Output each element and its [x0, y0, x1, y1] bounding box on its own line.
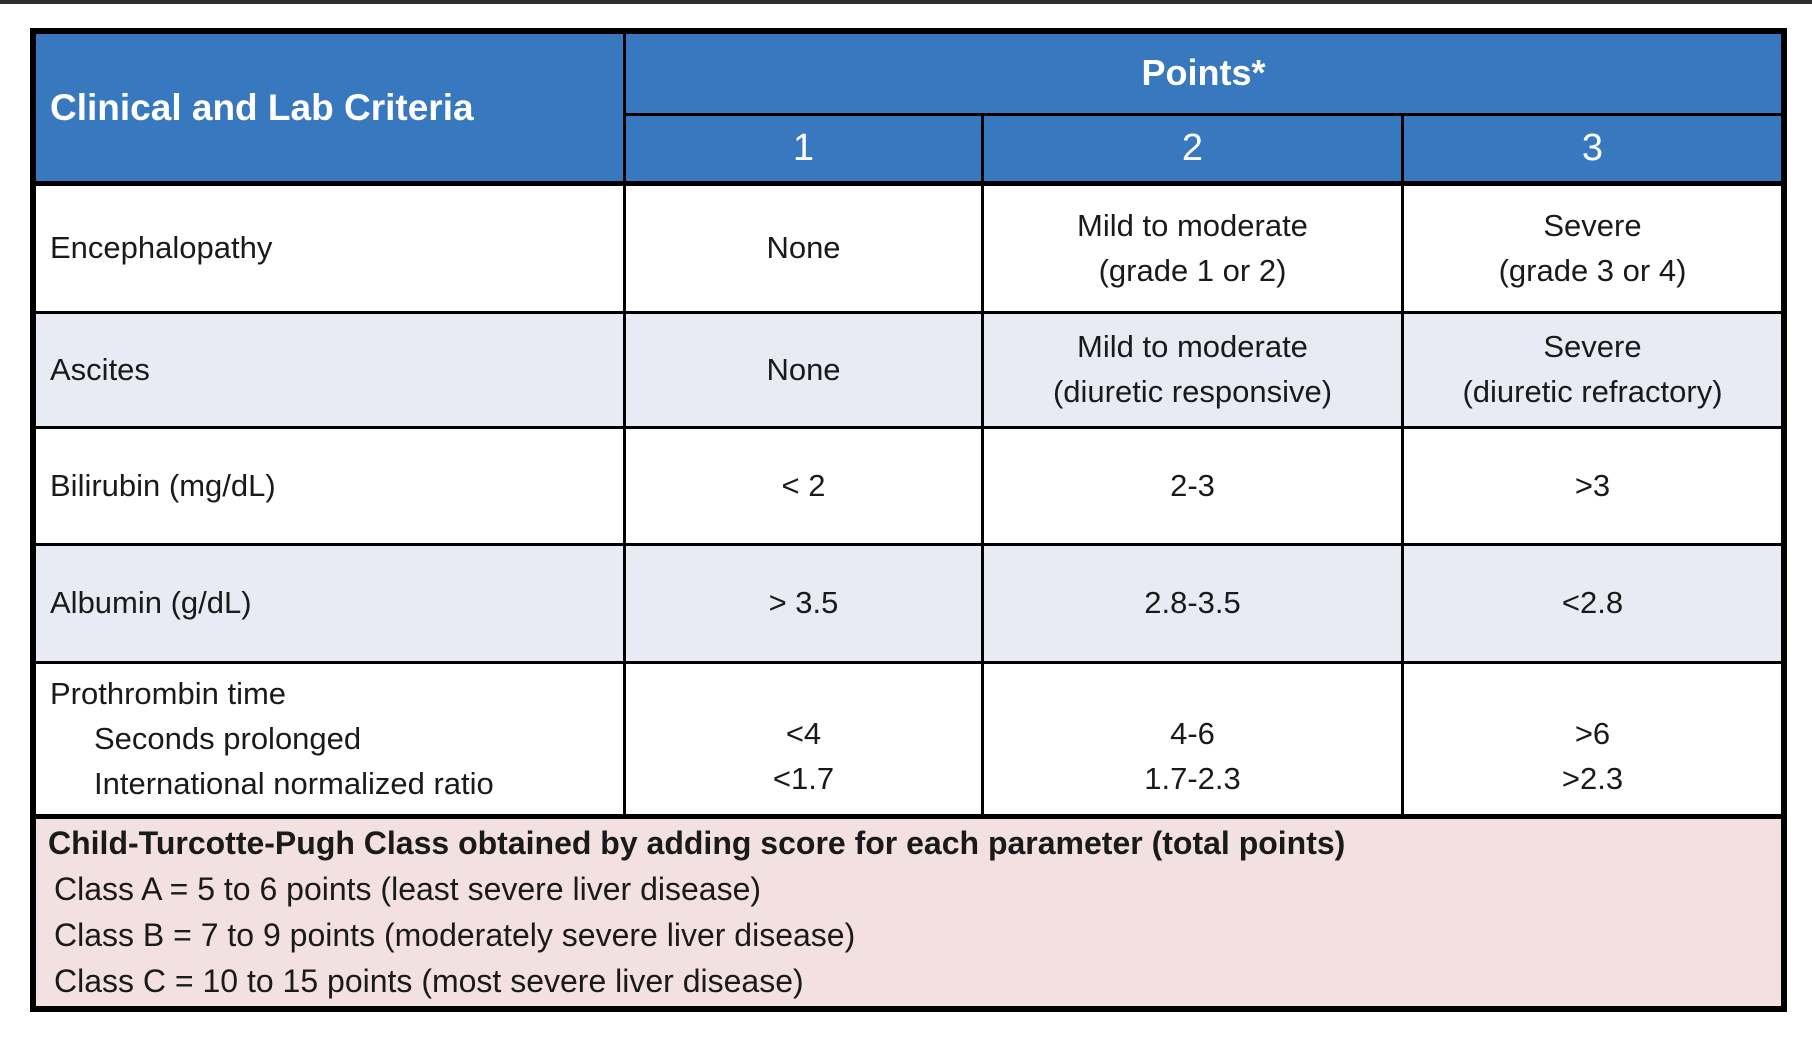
ascites-points-3-cell: Severe (diuretic refractory)	[1404, 314, 1781, 429]
bilirubin-label: Bilirubin (mg/dL)	[50, 467, 276, 503]
class-a-definition: Class A = 5 to 6 points (least severe li…	[54, 870, 762, 907]
criteria-header-cell: Clinical and Lab Criteria	[36, 34, 626, 186]
points-column-3-label: 3	[1581, 126, 1604, 169]
ascites-label: Ascites	[50, 351, 150, 387]
class-c-definition: Class C = 10 to 15 points (most severe l…	[54, 962, 804, 999]
prothrombin-spacer	[1404, 672, 1781, 712]
inr-points-3: >2.3	[1561, 761, 1624, 797]
encephalopathy-points-3-cell: Severe (grade 3 or 4)	[1404, 186, 1781, 314]
points-column-2-header: 2	[984, 116, 1404, 186]
inr-points-2: 1.7-2.3	[1144, 761, 1241, 797]
bilirubin-criteria-cell: Bilirubin (mg/dL)	[36, 429, 626, 546]
encephalopathy-criteria-cell: Encephalopathy	[36, 186, 626, 314]
class-b-definition: Class B = 7 to 9 points (moderately seve…	[54, 916, 856, 953]
encephalopathy-points-2-cell: Mild to moderate (grade 1 or 2)	[984, 186, 1404, 314]
points-column-3-header: 3	[1404, 116, 1781, 186]
ctp-class-footer-title: Child-Turcotte-Pugh Class obtained by ad…	[48, 824, 1346, 861]
prothrombin-points-3-cell: >6 >2.3	[1404, 664, 1781, 819]
ctp-class-footer: Child-Turcotte-Pugh Class obtained by ad…	[36, 819, 1781, 1006]
albumin-criteria-cell: Albumin (g/dL)	[36, 546, 626, 664]
prothrombin-spacer	[984, 672, 1401, 712]
prothrombin-spacer	[626, 672, 981, 712]
bilirubin-points-3-cell: >3	[1404, 429, 1781, 546]
ascites-points-2-cell: Mild to moderate (diuretic responsive)	[984, 314, 1404, 429]
inr-label: International normalized ratio	[94, 765, 494, 801]
criteria-header-label: Clinical and Lab Criteria	[50, 86, 474, 128]
seconds-prolonged-points-2: 4-6	[1170, 716, 1215, 752]
albumin-points-2-cell: 2.8-3.5	[984, 546, 1404, 664]
albumin-points-3-cell: <2.8	[1404, 546, 1781, 664]
points-header-cell: Points*	[626, 34, 1781, 116]
encephalopathy-label: Encephalopathy	[50, 230, 273, 266]
points-column-1-header: 1	[626, 116, 984, 186]
prothrombin-points-1-cell: <4 <1.7	[626, 664, 984, 819]
prothrombin-points-2-cell: 4-6 1.7-2.3	[984, 664, 1404, 819]
inr-points-1: <1.7	[772, 761, 835, 797]
prothrombin-criteria-cell: Prothrombin time Seconds prolonged Inter…	[36, 664, 626, 819]
ascites-criteria-cell: Ascites	[36, 314, 626, 429]
bilirubin-points-2-cell: 2-3	[984, 429, 1404, 546]
albumin-points-1-cell: > 3.5	[626, 546, 984, 664]
prothrombin-time-label: Prothrombin time	[50, 676, 287, 711]
seconds-prolonged-label: Seconds prolonged	[94, 720, 362, 756]
albumin-label: Albumin (g/dL)	[50, 585, 252, 621]
points-column-2-label: 2	[1181, 126, 1204, 169]
seconds-prolonged-points-3: >6	[1574, 716, 1611, 752]
bilirubin-points-1-cell: < 2	[626, 429, 984, 546]
top-divider-line	[0, 0, 1812, 4]
points-header-label: Points*	[1141, 52, 1266, 94]
ctp-score-table: Clinical and Lab Criteria Points* 1 2 3 …	[30, 28, 1787, 1012]
seconds-prolonged-points-1: <4	[785, 716, 822, 752]
encephalopathy-points-1-cell: None	[626, 186, 984, 314]
points-column-1-label: 1	[792, 126, 815, 169]
ascites-points-1-cell: None	[626, 314, 984, 429]
